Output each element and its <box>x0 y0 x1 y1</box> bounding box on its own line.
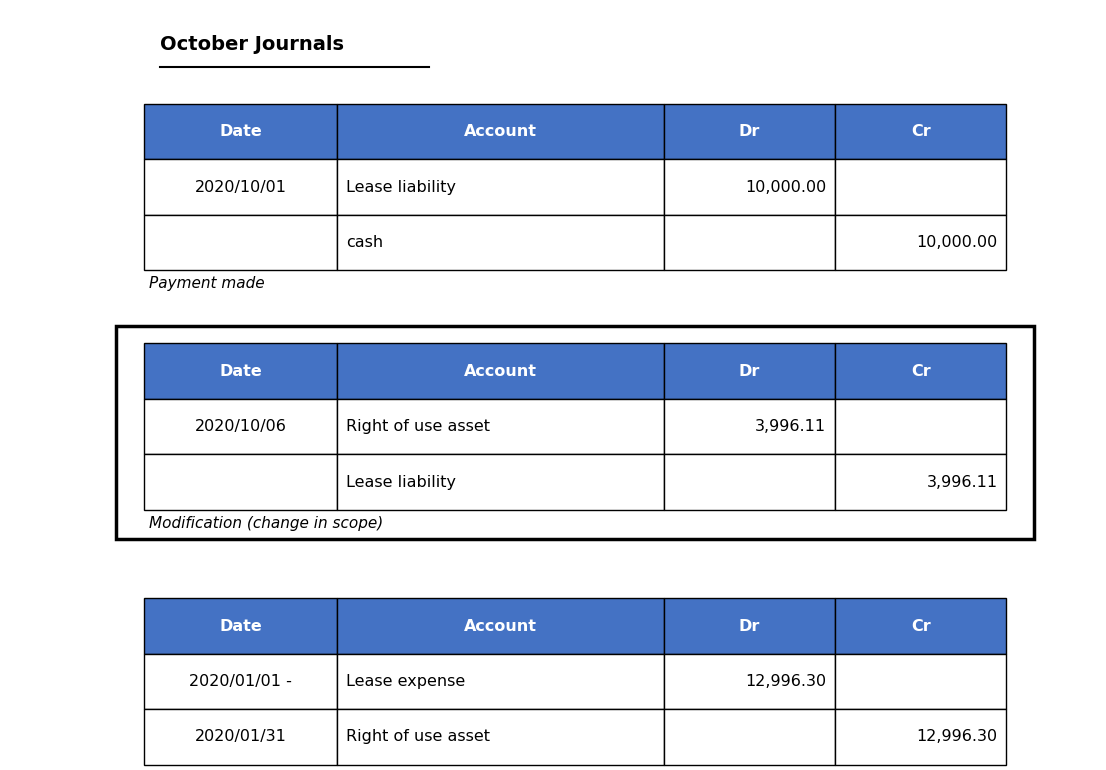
Text: Right of use asset: Right of use asset <box>346 729 490 745</box>
Text: cash: cash <box>346 235 384 250</box>
Text: Payment made: Payment made <box>149 276 265 291</box>
Text: 2020/10/01: 2020/10/01 <box>195 179 286 195</box>
Bar <box>144 709 337 765</box>
Bar <box>337 343 664 399</box>
Text: 2020/10/06: 2020/10/06 <box>195 419 286 434</box>
Bar <box>664 343 835 399</box>
Text: Lease liability: Lease liability <box>346 474 456 490</box>
Bar <box>835 399 1006 454</box>
Text: Date: Date <box>219 124 262 139</box>
Bar <box>144 159 337 215</box>
Bar <box>337 454 664 510</box>
Bar <box>144 104 337 159</box>
Text: 3,996.11: 3,996.11 <box>927 474 998 490</box>
Text: Cr: Cr <box>911 363 930 379</box>
Bar <box>144 654 337 709</box>
Bar <box>144 215 337 270</box>
Text: 2020/01/31: 2020/01/31 <box>195 729 286 745</box>
Text: Dr: Dr <box>739 363 760 379</box>
Bar <box>337 159 664 215</box>
Bar <box>337 598 664 654</box>
Text: Dr: Dr <box>739 618 760 634</box>
Text: Account: Account <box>463 124 538 139</box>
Bar <box>664 104 835 159</box>
Bar <box>835 709 1006 765</box>
Text: Date: Date <box>219 363 262 379</box>
Bar <box>835 215 1006 270</box>
Bar <box>664 654 835 709</box>
Text: 12,996.30: 12,996.30 <box>745 674 826 689</box>
Bar <box>337 654 664 709</box>
Text: 10,000.00: 10,000.00 <box>745 179 826 195</box>
Bar <box>664 454 835 510</box>
Bar <box>144 343 337 399</box>
Bar <box>835 454 1006 510</box>
Bar <box>835 654 1006 709</box>
Text: Account: Account <box>463 363 538 379</box>
Bar <box>144 454 337 510</box>
Text: Date: Date <box>219 618 262 634</box>
Text: Dr: Dr <box>739 124 760 139</box>
Bar <box>664 215 835 270</box>
Text: Right of use asset: Right of use asset <box>346 419 490 434</box>
Bar <box>664 598 835 654</box>
Bar <box>144 399 337 454</box>
Bar <box>337 215 664 270</box>
Text: 2020/01/01 -: 2020/01/01 - <box>189 674 292 689</box>
Text: 10,000.00: 10,000.00 <box>917 235 998 250</box>
Text: Account: Account <box>463 618 538 634</box>
Bar <box>337 104 664 159</box>
Text: Lease expense: Lease expense <box>346 674 466 689</box>
Text: 3,996.11: 3,996.11 <box>755 419 826 434</box>
Bar <box>835 343 1006 399</box>
Bar <box>664 709 835 765</box>
Bar <box>116 326 1034 539</box>
Bar <box>835 159 1006 215</box>
Text: 12,996.30: 12,996.30 <box>917 729 998 745</box>
Text: October Journals: October Journals <box>160 35 344 54</box>
Bar <box>337 399 664 454</box>
Bar <box>337 709 664 765</box>
Text: Modification (change in scope): Modification (change in scope) <box>149 516 384 531</box>
Text: Cr: Cr <box>911 618 930 634</box>
Bar <box>144 598 337 654</box>
Bar <box>835 598 1006 654</box>
Bar <box>664 159 835 215</box>
Bar <box>664 399 835 454</box>
Text: Lease liability: Lease liability <box>346 179 456 195</box>
Text: Cr: Cr <box>911 124 930 139</box>
Bar <box>835 104 1006 159</box>
